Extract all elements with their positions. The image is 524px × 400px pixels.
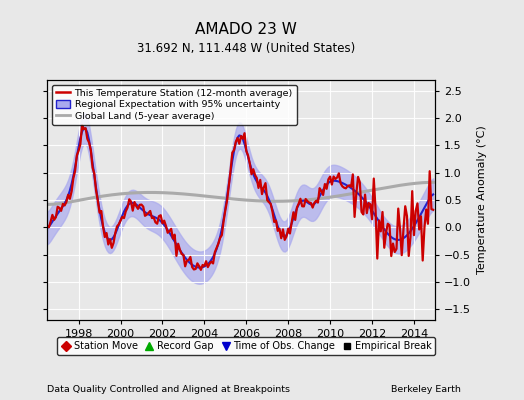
Legend: Station Move, Record Gap, Time of Obs. Change, Empirical Break: Station Move, Record Gap, Time of Obs. C…	[57, 337, 435, 355]
Legend: This Temperature Station (12-month average), Regional Expectation with 95% uncer: This Temperature Station (12-month avera…	[52, 85, 297, 124]
Y-axis label: Temperature Anomaly (°C): Temperature Anomaly (°C)	[476, 126, 486, 274]
Text: AMADO 23 W: AMADO 23 W	[195, 22, 297, 37]
Text: 31.692 N, 111.448 W (United States): 31.692 N, 111.448 W (United States)	[137, 42, 355, 55]
Text: Data Quality Controlled and Aligned at Breakpoints: Data Quality Controlled and Aligned at B…	[47, 385, 290, 394]
Text: Berkeley Earth: Berkeley Earth	[391, 385, 461, 394]
